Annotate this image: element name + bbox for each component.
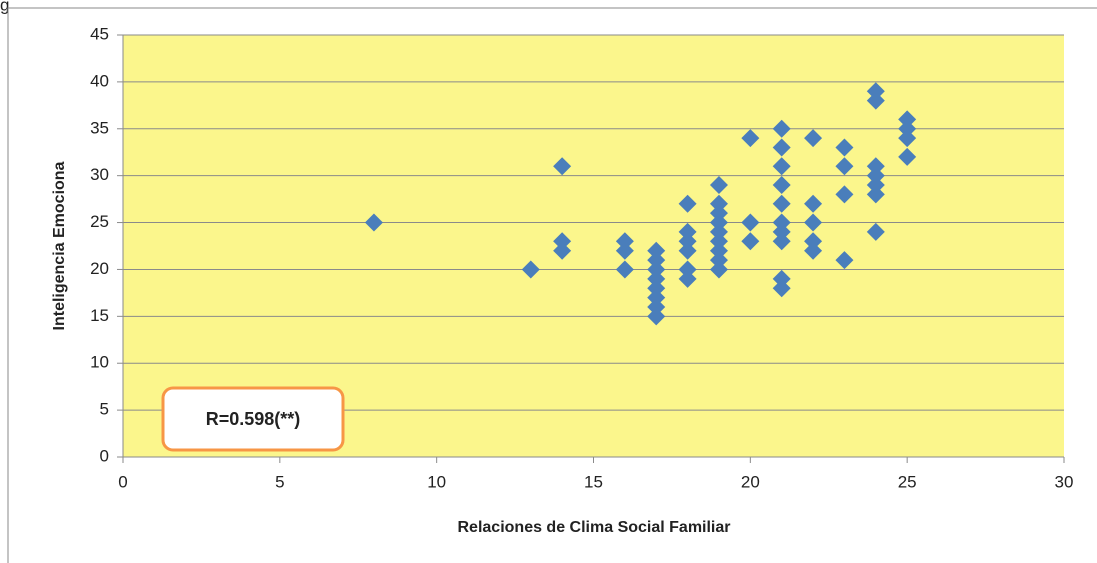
point: [553, 241, 572, 260]
point: [772, 222, 791, 241]
point: [553, 157, 572, 176]
point: [678, 269, 697, 288]
point: [866, 176, 885, 195]
x-tick-label: 30: [1055, 472, 1074, 491]
x-tick-label: 10: [427, 472, 446, 491]
point: [804, 241, 823, 260]
point: [835, 157, 854, 176]
point: [709, 251, 728, 270]
point: [804, 232, 823, 251]
x-tick-label: 25: [898, 472, 917, 491]
y-tick-label: 40: [90, 71, 109, 90]
point: [647, 288, 666, 307]
point: [898, 147, 917, 166]
point: [741, 213, 760, 232]
point: [647, 297, 666, 316]
point: [772, 157, 791, 176]
point: [678, 241, 697, 260]
point: [521, 260, 540, 279]
point: [647, 307, 666, 326]
point: [835, 251, 854, 270]
point: [647, 260, 666, 279]
point: [866, 222, 885, 241]
point: [709, 204, 728, 223]
point: [615, 232, 634, 251]
point: [835, 185, 854, 204]
point: [866, 82, 885, 101]
point: [709, 213, 728, 232]
point: [772, 138, 791, 157]
point: [898, 110, 917, 129]
point: [772, 232, 791, 251]
point: [709, 194, 728, 213]
point: [772, 176, 791, 195]
point: [866, 185, 885, 204]
point: [772, 119, 791, 138]
point: [709, 241, 728, 260]
y-tick-label: 20: [90, 259, 109, 278]
point: [709, 260, 728, 279]
point: [678, 260, 697, 279]
y-axis-title: Inteligencia Emociona: [51, 161, 68, 330]
point: [553, 232, 572, 251]
point: [615, 241, 634, 260]
point: [772, 213, 791, 232]
point: [678, 194, 697, 213]
point: [709, 176, 728, 195]
point: [804, 194, 823, 213]
y-tick-label: 35: [90, 118, 109, 137]
y-tick-label: 25: [90, 212, 109, 231]
point: [709, 222, 728, 241]
point: [678, 222, 697, 241]
point: [772, 269, 791, 288]
point: [772, 279, 791, 298]
point: [866, 166, 885, 185]
x-tick-label: 20: [741, 472, 760, 491]
point: [772, 194, 791, 213]
y-tick-label: 5: [100, 400, 109, 419]
point: [741, 232, 760, 251]
point: [678, 232, 697, 251]
point: [835, 138, 854, 157]
point: [804, 129, 823, 148]
y-tick-label: 0: [100, 446, 109, 465]
x-tick-label: 0: [118, 472, 127, 491]
point: [364, 213, 383, 232]
y-tick-label: 10: [90, 353, 109, 372]
point: [647, 241, 666, 260]
x-tick-label: 5: [275, 472, 284, 491]
annotation-box: [161, 386, 345, 452]
point: [709, 232, 728, 251]
point: [647, 269, 666, 288]
point: [615, 260, 634, 279]
point: [804, 213, 823, 232]
point: [866, 91, 885, 110]
annotation: R=0.598(**): [206, 409, 301, 429]
y-tick-label: 15: [90, 306, 109, 325]
y-tick-label: 45: [90, 24, 109, 43]
x-tick-label: 15: [584, 472, 603, 491]
point: [741, 129, 760, 148]
chart-border: [7, 7, 1097, 563]
point: [647, 279, 666, 298]
point: [898, 129, 917, 148]
point: [898, 119, 917, 138]
point: [866, 157, 885, 176]
point: [647, 251, 666, 270]
y-tick-label: 30: [90, 165, 109, 184]
header-fragment: g: [0, 0, 9, 14]
x-axis-title: Relaciones de Clima Social Familiar: [458, 519, 731, 536]
